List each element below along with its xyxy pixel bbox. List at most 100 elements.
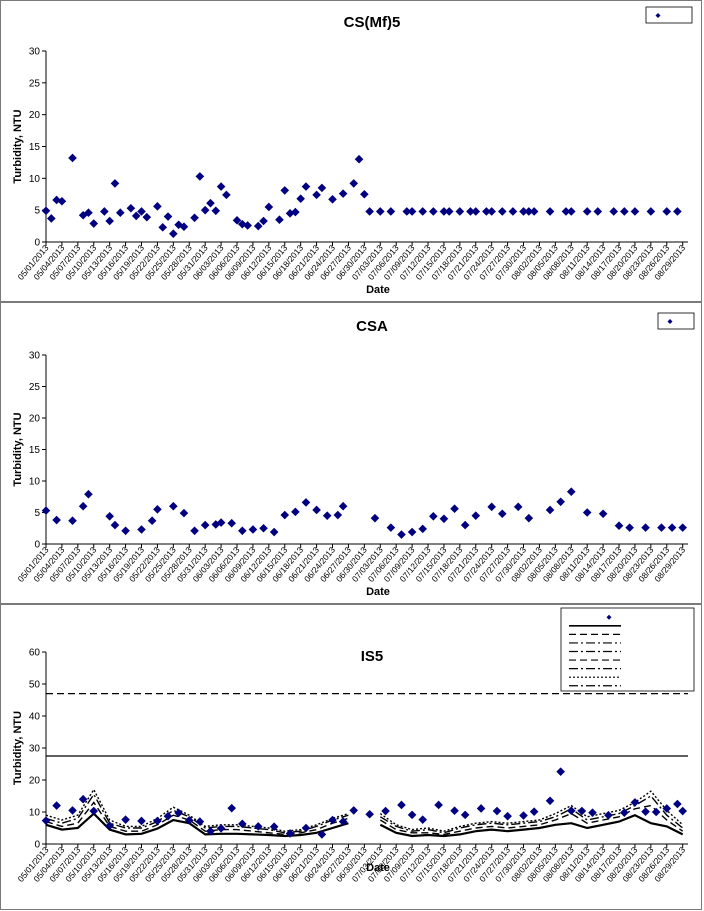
data-point [115,208,125,218]
data-point [243,221,252,230]
y-tick-label: 0 [34,840,40,851]
data-point [52,195,61,205]
y-axis-label: Turbidity, NTU [12,711,24,785]
series-line-1 [45,801,349,836]
data-point [312,190,321,200]
y-tick-label: 30 [29,47,41,58]
data-point [227,518,237,528]
y-axis-label: Turbidity, NTU [12,412,24,486]
data-point [333,510,343,520]
data-point [190,526,199,536]
data-point [598,509,608,519]
data-point [158,223,168,232]
series-line-3 [379,790,684,832]
data-point [439,207,449,216]
data-point [593,207,603,216]
data-point [84,489,93,499]
data-point [126,203,136,213]
data-point [291,507,300,517]
data-point [604,810,613,820]
data-point [508,207,518,216]
data-point [121,815,130,824]
data-point [110,520,120,530]
data-point [620,207,629,216]
data-point [487,502,496,512]
data-point [227,803,237,813]
data-point [577,806,587,816]
data-point [41,206,51,216]
series-line-3 [45,788,349,832]
x-axis-label: Date [366,284,390,296]
data-point [487,207,496,216]
data-point [646,207,656,216]
data-point [529,807,539,816]
data-point [259,523,268,533]
data-point [492,806,502,816]
data-point [285,209,295,218]
data-point [301,823,311,833]
data-point [78,501,88,511]
data-point [513,502,523,512]
data-point [471,207,481,216]
data-point [84,208,93,218]
y-tick-label: 30 [29,744,41,755]
y-tick-label: 30 [29,351,41,362]
data-point [238,819,247,829]
data-point [195,817,205,826]
data-point [381,806,390,816]
data-point [105,216,114,226]
data-point [407,810,417,820]
data-point [418,524,428,534]
data-point [397,800,406,810]
data-point [253,221,263,231]
data-point [386,523,396,532]
y-tick-label: 20 [29,414,41,425]
data-point [418,815,428,824]
data-point [407,207,417,216]
data-point [566,207,576,216]
data-point [630,207,640,216]
y-tick-label: 10 [29,477,41,488]
data-point [291,207,300,217]
data-point [280,510,290,520]
y-tick-label: 10 [29,174,41,185]
legend [657,312,695,330]
data-point [678,806,687,816]
data-point [131,211,141,221]
data-point [545,207,555,216]
data-point [497,509,507,519]
data-point [179,222,189,232]
data-point [338,501,348,511]
data-point [641,807,650,816]
data-point [68,806,77,815]
data-point [407,527,417,537]
data-point [450,806,459,816]
legend-box [645,6,693,24]
data-point [41,816,51,825]
data-point [545,796,555,806]
data-point [349,179,359,188]
data-point [476,804,486,813]
data-point [545,505,555,515]
y-tick-label: 20 [29,776,41,787]
data-point [269,822,279,832]
x-axis-label: Date [366,586,390,598]
y-tick-label: 25 [29,78,41,89]
series-line-2 [379,795,684,834]
data-point [662,804,672,813]
data-point [566,806,576,816]
data-point [232,216,242,225]
data-point [179,508,189,518]
data-point [397,530,406,539]
data-point [190,213,199,223]
data-point [471,511,481,520]
data-point [429,207,438,216]
data-point [561,207,571,216]
data-point [460,810,470,820]
data-point [110,179,120,188]
data-point [503,811,512,821]
data-point [386,207,396,216]
series-line-0 [379,813,684,838]
data-point [667,523,677,532]
data-point [678,523,687,532]
